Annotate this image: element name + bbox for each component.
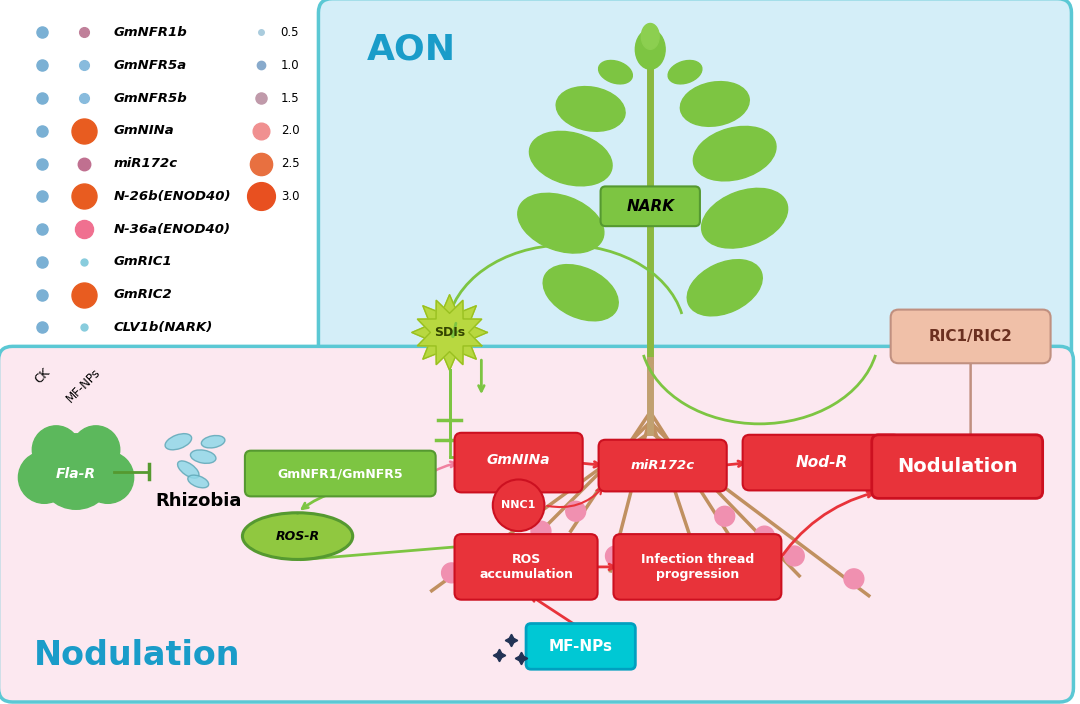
- Text: GmNINa: GmNINa: [113, 125, 175, 137]
- FancyBboxPatch shape: [872, 435, 1042, 498]
- FancyBboxPatch shape: [319, 0, 1071, 369]
- Text: MF-NPs: MF-NPs: [549, 639, 612, 654]
- Ellipse shape: [687, 260, 762, 316]
- Ellipse shape: [243, 513, 352, 559]
- Ellipse shape: [693, 127, 777, 181]
- Text: GmNFR5a: GmNFR5a: [113, 58, 187, 72]
- FancyBboxPatch shape: [743, 435, 901, 491]
- Circle shape: [690, 541, 710, 561]
- FancyBboxPatch shape: [0, 346, 1074, 702]
- Circle shape: [32, 426, 80, 474]
- Ellipse shape: [556, 87, 625, 131]
- Text: ROS-R: ROS-R: [275, 529, 320, 543]
- Ellipse shape: [165, 434, 191, 450]
- FancyBboxPatch shape: [891, 310, 1051, 363]
- Text: Infection thread
progression: Infection thread progression: [640, 553, 754, 581]
- Circle shape: [18, 452, 70, 503]
- Text: 3.0: 3.0: [281, 190, 299, 203]
- Text: AON: AON: [367, 32, 456, 66]
- Circle shape: [531, 521, 551, 541]
- Ellipse shape: [529, 132, 612, 186]
- Text: MF-NPs: MF-NPs: [65, 365, 104, 405]
- FancyBboxPatch shape: [526, 624, 635, 670]
- Circle shape: [501, 541, 521, 561]
- Circle shape: [38, 434, 113, 509]
- Text: RIC1/RIC2: RIC1/RIC2: [929, 329, 1013, 344]
- Text: ROS
accumulation: ROS accumulation: [480, 553, 573, 581]
- Text: Nodulation: Nodulation: [896, 457, 1017, 476]
- FancyBboxPatch shape: [455, 433, 583, 492]
- Circle shape: [715, 506, 734, 526]
- Ellipse shape: [669, 61, 702, 84]
- Text: Fla-R: Fla-R: [56, 467, 96, 481]
- Circle shape: [72, 426, 120, 474]
- Text: 0.5: 0.5: [281, 26, 299, 39]
- Circle shape: [755, 526, 774, 546]
- Polygon shape: [418, 301, 482, 365]
- Text: 1.0: 1.0: [281, 58, 299, 72]
- Circle shape: [566, 501, 585, 521]
- FancyBboxPatch shape: [600, 187, 700, 226]
- Text: miR172c: miR172c: [113, 157, 178, 170]
- Text: N-36a(ENOD40): N-36a(ENOD40): [113, 222, 231, 236]
- Circle shape: [82, 452, 134, 503]
- Circle shape: [784, 546, 805, 566]
- Circle shape: [606, 546, 625, 566]
- Polygon shape: [411, 295, 487, 370]
- Ellipse shape: [642, 23, 659, 49]
- Text: Nodulation: Nodulation: [35, 639, 241, 672]
- Text: GmRIC2: GmRIC2: [113, 288, 173, 301]
- Ellipse shape: [543, 265, 618, 321]
- Ellipse shape: [598, 61, 633, 84]
- Text: 2.5: 2.5: [281, 157, 299, 170]
- Text: GmNFR1b: GmNFR1b: [113, 26, 188, 39]
- Text: SDIs: SDIs: [434, 326, 465, 339]
- Ellipse shape: [635, 30, 665, 69]
- Ellipse shape: [177, 461, 199, 478]
- Ellipse shape: [188, 475, 208, 488]
- Text: Nod-R: Nod-R: [796, 455, 848, 470]
- Text: 2.0: 2.0: [281, 125, 299, 137]
- FancyBboxPatch shape: [613, 534, 781, 600]
- Text: GmNFR1/GmNFR5: GmNFR1/GmNFR5: [278, 467, 403, 480]
- FancyBboxPatch shape: [455, 534, 597, 600]
- Text: miR172c: miR172c: [631, 459, 694, 472]
- Circle shape: [843, 569, 864, 589]
- Text: NNC1: NNC1: [501, 501, 536, 510]
- Text: GmRIC1: GmRIC1: [113, 256, 173, 268]
- Ellipse shape: [702, 189, 787, 248]
- Circle shape: [442, 563, 461, 583]
- Text: NARK: NARK: [626, 199, 674, 214]
- Text: Rhizobia: Rhizobia: [156, 492, 242, 510]
- Ellipse shape: [680, 82, 750, 126]
- Circle shape: [492, 479, 544, 531]
- Text: GmNINa: GmNINa: [487, 453, 551, 467]
- Text: GmNFR5b: GmNFR5b: [113, 92, 188, 104]
- Ellipse shape: [190, 450, 216, 463]
- Text: N-26b(ENOD40): N-26b(ENOD40): [113, 190, 231, 203]
- Text: CK: CK: [32, 365, 53, 386]
- Ellipse shape: [517, 194, 604, 253]
- Text: 1.5: 1.5: [281, 92, 299, 104]
- Ellipse shape: [201, 436, 225, 448]
- Text: CLV1b(NARK): CLV1b(NARK): [113, 321, 213, 334]
- FancyBboxPatch shape: [598, 440, 727, 491]
- FancyBboxPatch shape: [245, 451, 435, 496]
